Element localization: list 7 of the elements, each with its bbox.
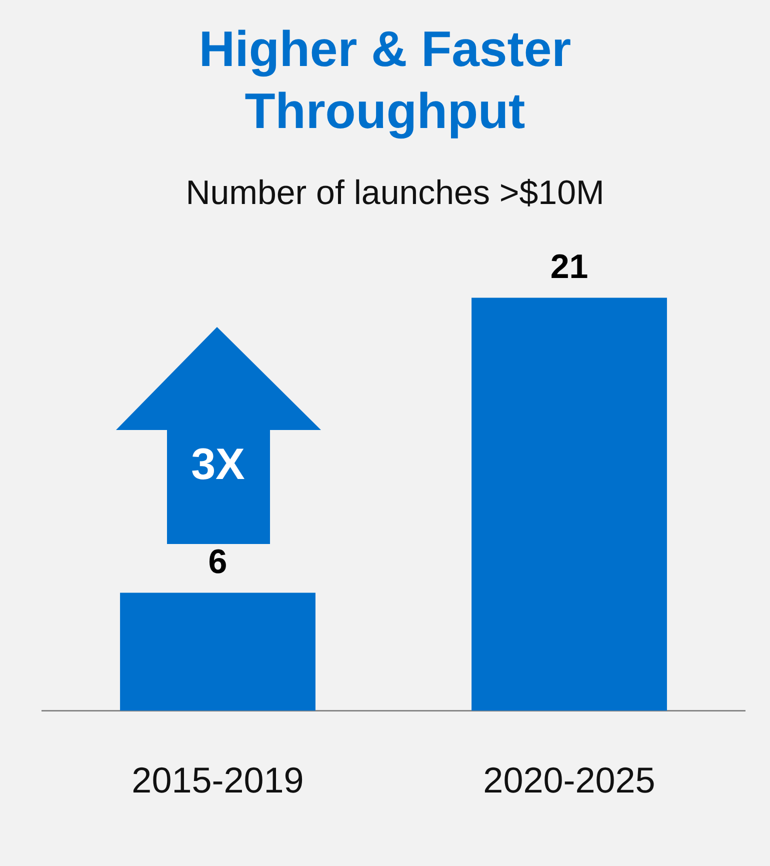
data-label: 21 bbox=[550, 248, 588, 286]
chart-subtitle: Number of launches >$10M bbox=[184, 174, 606, 213]
chart-title: Higher & Faster Throughput bbox=[198, 20, 572, 141]
annotation: 3X bbox=[190, 440, 246, 490]
x-tick-label: 2015-2019 bbox=[132, 759, 304, 800]
x-tick-label: 2020-2025 bbox=[483, 759, 656, 800]
data-label: 6 bbox=[208, 543, 228, 582]
